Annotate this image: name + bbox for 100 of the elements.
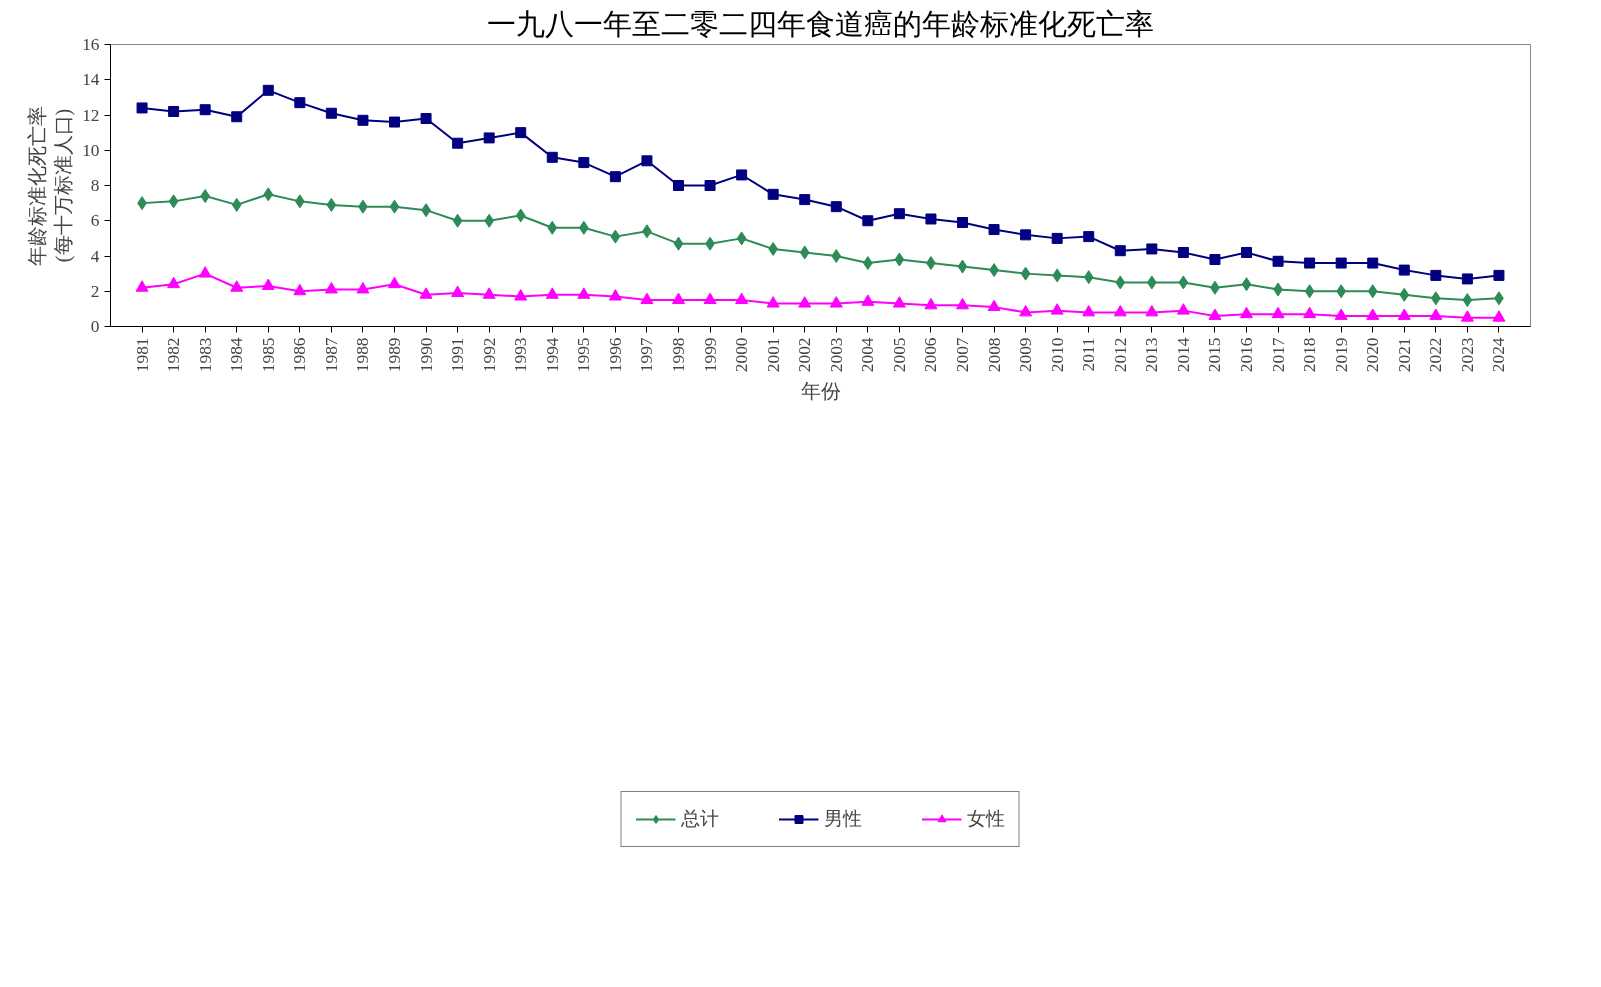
chart-title: 一九八一年至二零二四年食道癌的年龄标准化死亡率 xyxy=(487,7,1154,40)
point xyxy=(168,105,180,117)
point xyxy=(356,282,370,294)
x-tick-label: 1991 xyxy=(448,337,468,373)
x-tick-label: 2011 xyxy=(1079,337,1099,372)
point xyxy=(451,285,465,297)
point xyxy=(799,194,811,206)
point xyxy=(325,107,337,119)
point xyxy=(324,282,338,294)
y-tick-label: 2 xyxy=(90,281,100,301)
point xyxy=(988,224,1000,236)
point xyxy=(1113,304,1127,317)
x-tick-label: 2003 xyxy=(826,337,846,373)
legend-label: 总计 xyxy=(680,806,719,831)
point xyxy=(829,296,843,308)
point xyxy=(640,292,654,305)
point xyxy=(136,102,148,114)
point xyxy=(704,180,716,191)
point xyxy=(1082,304,1096,317)
x-tick-label: 2013 xyxy=(1142,337,1162,373)
point xyxy=(799,245,810,260)
x-tick-label: 1981 xyxy=(132,337,152,373)
point xyxy=(672,292,685,305)
point xyxy=(515,127,527,139)
x-tick-label: 2024 xyxy=(1489,337,1509,373)
point xyxy=(1462,293,1473,308)
x-tick-label: 1984 xyxy=(227,337,247,373)
x-tick-label: 1998 xyxy=(669,337,688,373)
point xyxy=(547,220,558,235)
x-tick-label: 2002 xyxy=(795,337,815,373)
point xyxy=(673,180,684,191)
x-axis-title: 年份 xyxy=(800,380,841,403)
point xyxy=(263,187,274,202)
x-tick-label: 2021 xyxy=(1394,337,1414,373)
point xyxy=(957,259,968,274)
point xyxy=(545,287,559,299)
point xyxy=(798,296,812,308)
point xyxy=(135,280,149,292)
x-tick-label: 1993 xyxy=(511,337,531,373)
point xyxy=(925,213,937,225)
point xyxy=(1493,269,1505,281)
x-tick-label: 2005 xyxy=(889,337,909,373)
x-tick-label: 2017 xyxy=(1268,337,1288,373)
point xyxy=(419,287,433,299)
x-tick-label: 1988 xyxy=(353,337,373,373)
x-tick-label: 1982 xyxy=(164,337,184,373)
point xyxy=(482,287,496,299)
point xyxy=(514,289,528,301)
point xyxy=(168,194,179,209)
point xyxy=(167,276,181,289)
point xyxy=(831,249,842,263)
y-tick-label: 8 xyxy=(90,176,100,195)
x-tick-label: 2009 xyxy=(1016,337,1036,373)
point xyxy=(1367,257,1379,269)
x-tick-label: 2015 xyxy=(1205,337,1225,373)
x-tick-label: 1989 xyxy=(385,337,404,373)
point xyxy=(1240,306,1253,319)
x-tick-label: 2016 xyxy=(1237,337,1256,373)
point xyxy=(1334,308,1348,320)
point xyxy=(1272,255,1284,267)
x-tick-label: 1997 xyxy=(637,337,657,373)
point xyxy=(546,151,558,163)
point xyxy=(956,297,969,310)
point xyxy=(1209,254,1221,266)
point xyxy=(1083,231,1095,243)
point xyxy=(1460,310,1474,322)
x-tick-label: 1992 xyxy=(479,337,499,373)
point xyxy=(924,297,938,310)
point xyxy=(199,104,211,116)
point xyxy=(420,113,432,125)
point xyxy=(1399,287,1410,302)
legend-label: 男性 xyxy=(823,806,862,831)
point xyxy=(231,197,242,212)
x-tick-label: 2023 xyxy=(1457,337,1477,373)
y-tick-label: 14 xyxy=(82,70,100,90)
point xyxy=(326,197,337,212)
point xyxy=(610,229,621,244)
point xyxy=(577,287,591,299)
point xyxy=(1020,266,1031,281)
x-tick-label: 1986 xyxy=(290,337,310,373)
point xyxy=(198,266,212,278)
point xyxy=(1492,310,1506,322)
point xyxy=(767,188,779,200)
point xyxy=(609,171,621,183)
x-tick-label: 2014 xyxy=(1173,337,1193,373)
point xyxy=(262,84,274,96)
legend-label: 女性 xyxy=(966,806,1005,831)
point xyxy=(578,157,590,169)
point xyxy=(1430,269,1442,281)
point xyxy=(736,231,747,246)
point xyxy=(1366,308,1380,320)
point xyxy=(766,296,780,308)
point xyxy=(452,213,463,228)
point xyxy=(1114,245,1126,257)
x-tick-label: 2010 xyxy=(1047,337,1067,373)
point xyxy=(641,155,653,167)
x-tick-label: 2001 xyxy=(763,337,783,373)
point xyxy=(1429,308,1443,320)
point xyxy=(1303,306,1317,319)
point xyxy=(1241,246,1252,258)
